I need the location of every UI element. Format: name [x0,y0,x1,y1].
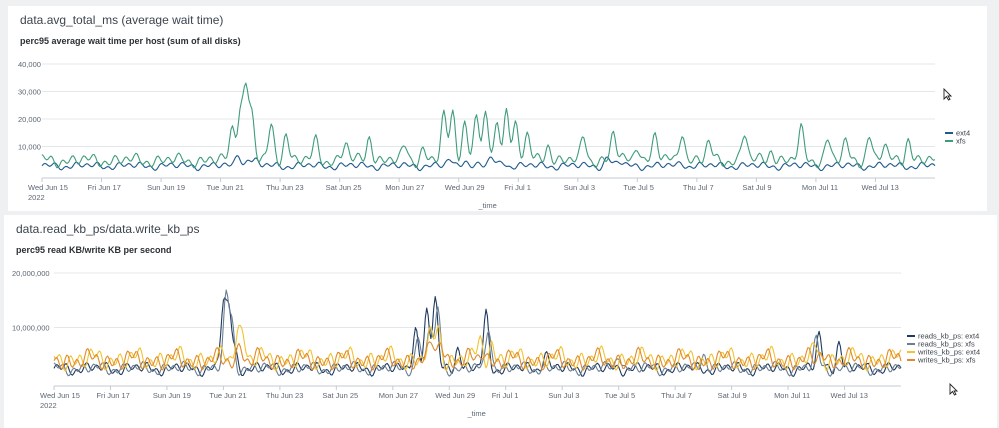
x-tick-label: Fri Jul 1 [492,391,519,400]
series-line-2 [53,324,902,372]
x-tick-label: Sat Jul 9 [718,391,747,400]
x-tick-label: Sat Jun 25 [322,391,358,400]
x-tick-label: Thu Jun 23 [266,183,304,192]
panel-title: data.read_kb_ps/data.write_kb_ps [16,222,200,236]
chart-title: perc95 read KB/write KB per second [16,245,172,255]
x-tick-label: Sun Jul 3 [548,391,579,400]
year-label: 2022 [40,401,57,410]
x-tick-label: Fri Jun 17 [88,183,121,192]
series-line-1 [41,82,936,169]
x-tick-label: Sat Jun 25 [326,183,362,192]
x-tick-label: Wed Jun 15 [28,183,68,192]
x-axis-label: _time [478,201,497,210]
x-tick-label: Wed Jul 13 [861,183,898,192]
x-tick-label: Wed Jun 15 [40,391,80,400]
x-tick-label: Thu Jun 23 [266,391,304,400]
x-tick-label: Thu Jul 7 [683,183,714,192]
x-tick-label: Sun Jun 19 [153,391,191,400]
panel-title: data.avg_total_ms (average wait time) [20,13,224,27]
y-tick-label: 10,000 [18,143,41,152]
x-tick-label: Sat Jul 9 [742,183,771,192]
x-tick-label: Tue Jun 21 [207,183,244,192]
x-tick-label: Mon Jul 11 [802,183,838,192]
legend-entry: xfs [956,137,966,146]
read-write-chart[interactable]: 20,000,000 10,000,000 Wed Jun 15 Fri Jun 17… [4,215,997,428]
chart-title: perc95 average wait time per host (sum o… [20,36,241,46]
x-tick-label: Sun Jun 19 [147,183,185,192]
x-tick-label: Thu Jul 7 [661,391,692,400]
y-tick-label: 30,000 [18,88,41,97]
y-tick-label: 20,000 [18,115,41,124]
x-tick-label: Wed Jun 29 [435,391,475,400]
series-line-0 [41,155,936,172]
wait-time-panel: data.avg_total_ms (average wait time) pe… [8,6,987,211]
legend-entry: ext4 [956,129,970,138]
x-tick-label: Mon Jun 27 [379,391,418,400]
x-tick-label: Wed Jul 13 [831,391,868,400]
x-tick-label: Wed Jun 29 [445,183,485,192]
x-tick-label: Mon Jul 11 [774,391,810,400]
legend-entry: reads_kb_ps: ext4 [918,332,979,341]
x-tick-label: Tue Jun 21 [209,391,246,400]
y-tick-label: 10,000,000 [12,324,50,333]
y-tick-label: 20,000,000 [12,269,50,278]
legend-entry: reads_kb_ps: xfs [918,340,975,349]
x-tick-label: Tue Jul 5 [605,391,636,400]
series-line-0 [53,296,902,377]
x-tick-label: Mon Jun 27 [385,183,424,192]
x-tick-label: Fri Jun 17 [96,391,129,400]
series-line-3 [53,341,902,371]
read-write-panel: data.read_kb_ps/data.write_kb_ps perc95 … [4,215,997,428]
wait-time-chart[interactable]: 40,000 30,000 20,000 10,000 Wed Jun 15 Fri Ju… [8,6,987,211]
year-label: 2022 [28,193,45,202]
y-tick-label: 40,000 [18,60,41,69]
x-tick-label: Fri Jul 1 [504,183,531,192]
legend-entry: writes_kb_ps: xfs [917,356,976,365]
series-line-1 [53,289,902,377]
x-tick-label: Tue Jul 5 [623,183,654,192]
legend-entry: writes_kb_ps: ext4 [917,348,980,357]
x-tick-label: Sun Jul 3 [564,183,595,192]
x-axis-label: _time [467,409,486,418]
